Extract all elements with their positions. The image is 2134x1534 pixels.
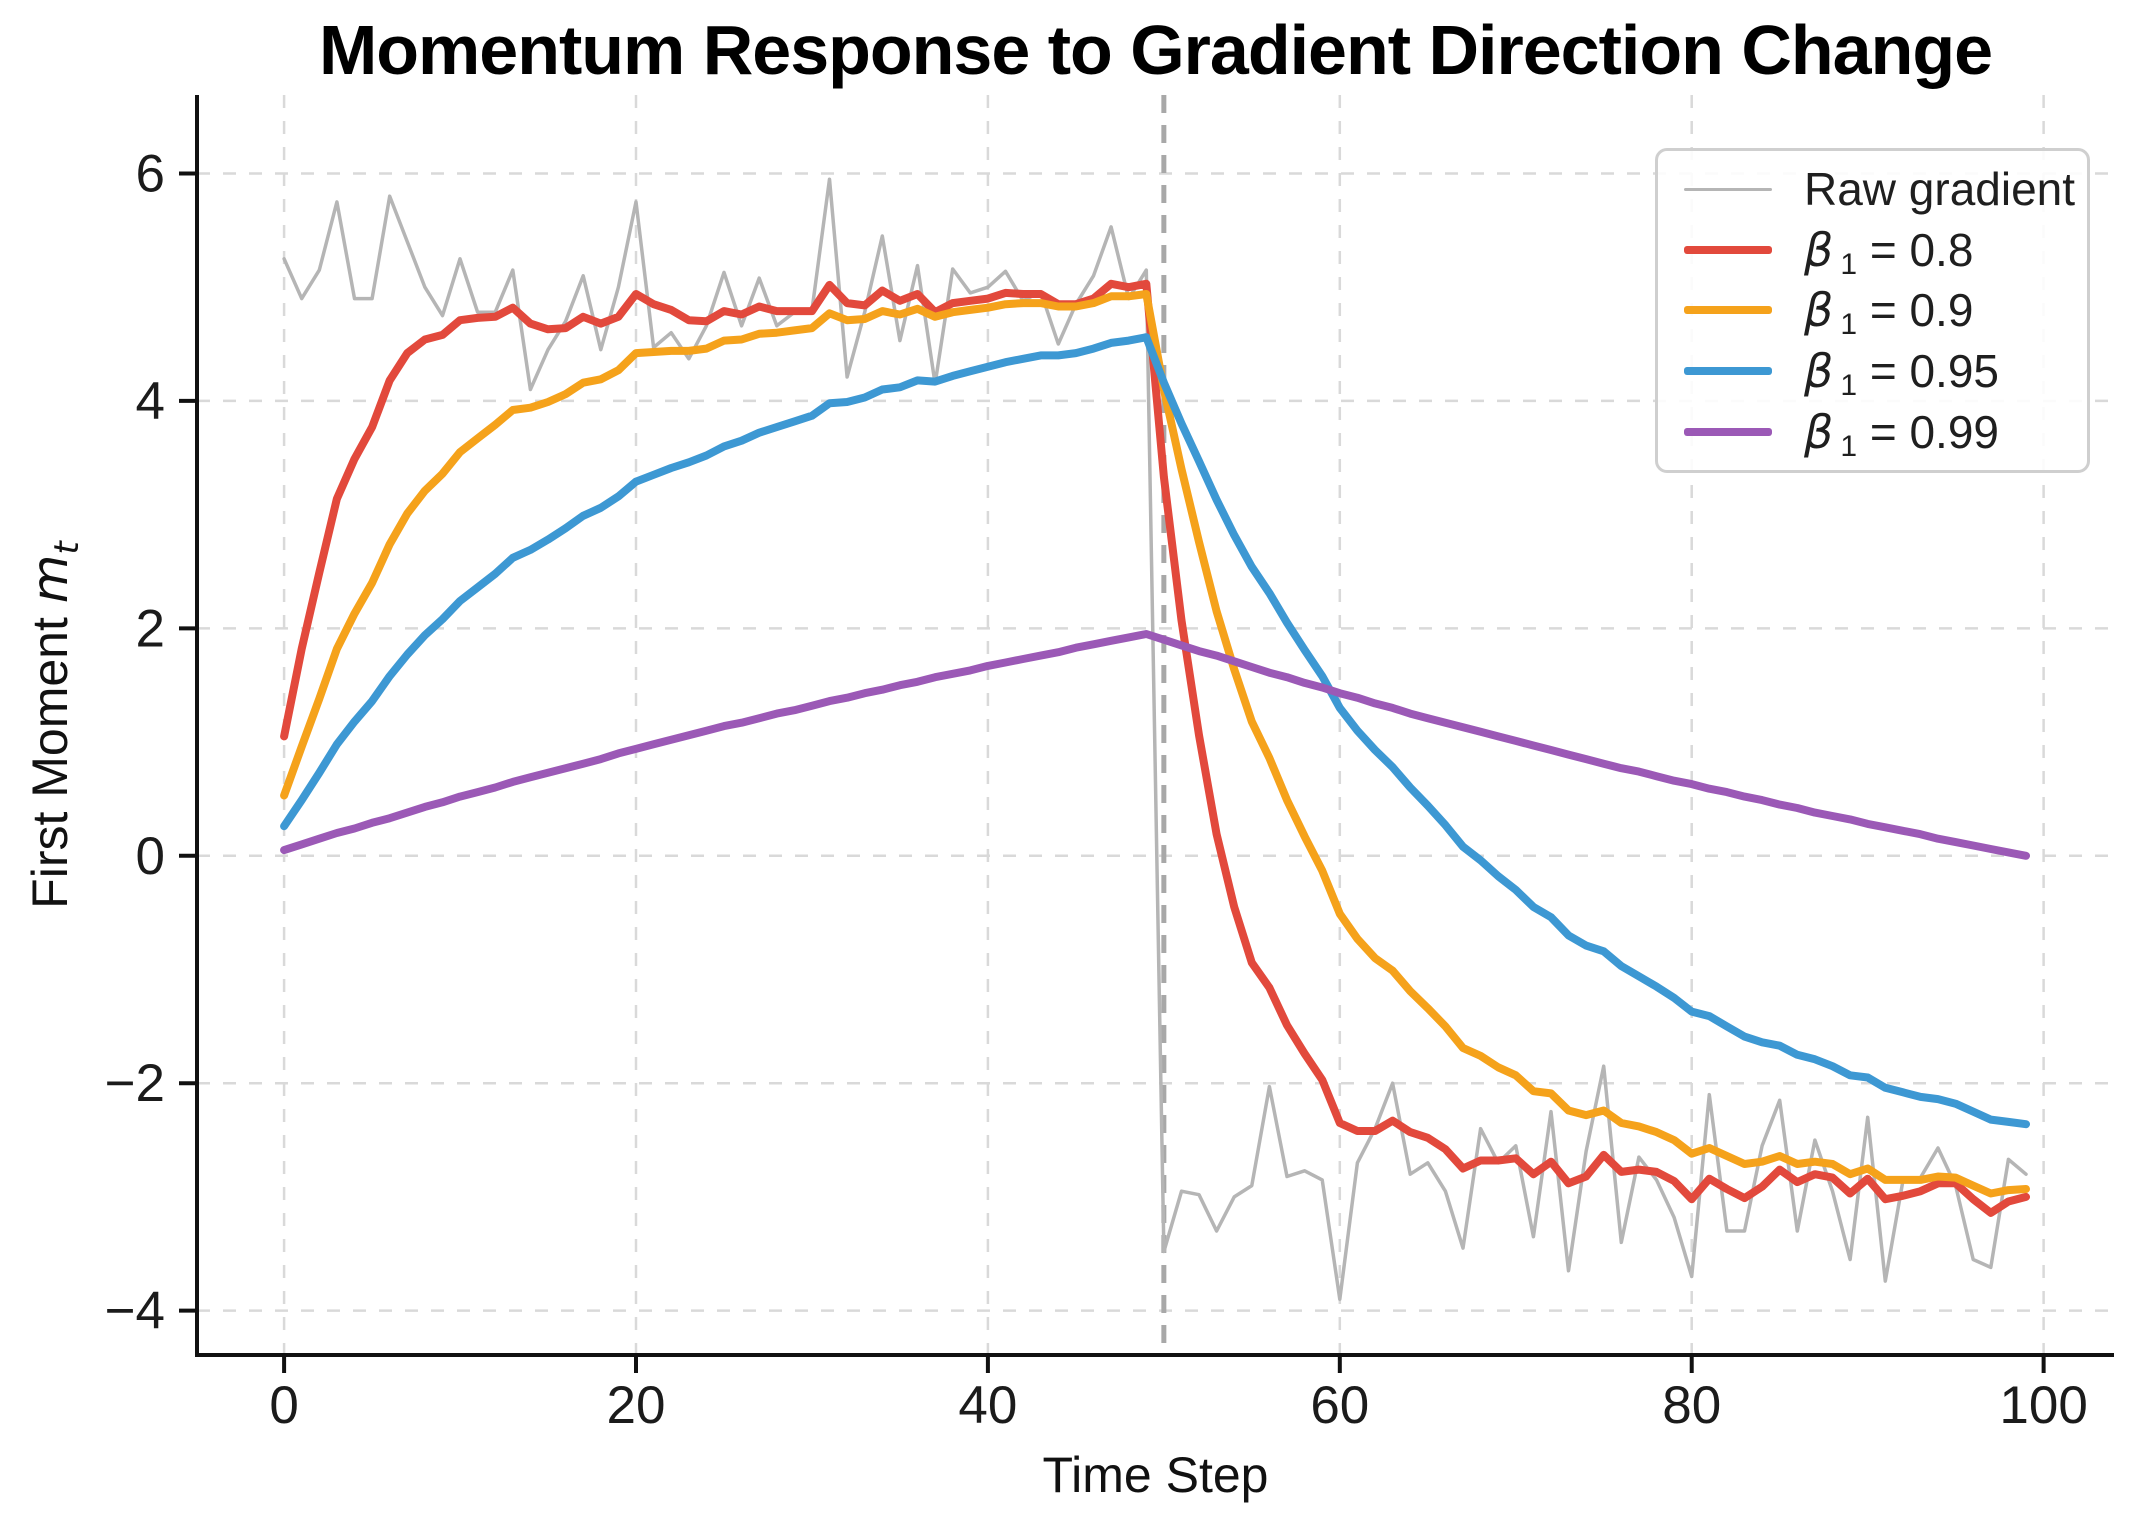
x-axis-label: Time Step (1042, 1447, 1269, 1503)
y-axis-label-var: m (21, 554, 79, 604)
beta-symbol: β (1804, 344, 1834, 399)
beta-0.95-line (280, 333, 2030, 1129)
beta-0.99-line (280, 630, 2030, 860)
legend-swatch-beta-0.95 (1684, 367, 1772, 376)
y-tick-label: 4 (136, 372, 165, 431)
raw-line (282, 177, 2028, 1302)
beta-0.9-line (280, 290, 2030, 1198)
beta-subscript: 1 (1840, 247, 1858, 281)
x-tick-label: 0 (269, 1376, 298, 1435)
beta-symbol: β (1804, 404, 1834, 459)
y-tick-label: 6 (136, 144, 165, 203)
beta-symbol: β (1804, 222, 1834, 277)
beta-subscript: 1 (1840, 429, 1858, 463)
x-tick-label: 80 (1662, 1376, 1721, 1435)
beta-symbol: β (1804, 283, 1834, 338)
legend-swatch-beta-0.9 (1684, 306, 1772, 315)
legend-swatch-beta-0.99 (1684, 427, 1772, 436)
y-tick-label: 0 (136, 827, 165, 886)
x-tick-label: 60 (1310, 1376, 1369, 1435)
legend-swatch-raw (1684, 187, 1772, 192)
y-axis-label: First Moment mt (21, 541, 87, 909)
y-tick-label: −4 (105, 1282, 165, 1341)
beta-value: = 0.99 (1857, 405, 1999, 458)
legend-label-raw: Raw gradient (1804, 163, 2076, 216)
beta-0.8-line (280, 279, 2030, 1217)
y-tick-label: −2 (105, 1054, 165, 1113)
legend: Raw gradient β 1 = 0.8 β 1 = 0.9 β 1 = 0.95 β 1 … (1655, 148, 2090, 473)
beta-value: = 0.8 (1857, 223, 1974, 276)
beta-value: = 0.95 (1857, 345, 1999, 398)
chart-title: Momentum Response to Gradient Direction … (318, 11, 1993, 89)
legend-item-raw: Raw gradient (1684, 159, 2075, 220)
x-tick-label: 40 (958, 1376, 1017, 1435)
x-tick-label: 100 (1999, 1376, 2087, 1435)
y-axis-label-text: First Moment (22, 603, 78, 909)
y-tick-label: 2 (136, 599, 165, 658)
beta-subscript: 1 (1840, 308, 1858, 342)
beta-subscript: 1 (1840, 369, 1858, 403)
beta-value: = 0.9 (1857, 284, 1974, 337)
legend-swatch-beta-0.8 (1684, 245, 1772, 254)
y-axis-label-subscript: t (47, 541, 87, 555)
x-tick-label: 20 (607, 1376, 666, 1435)
